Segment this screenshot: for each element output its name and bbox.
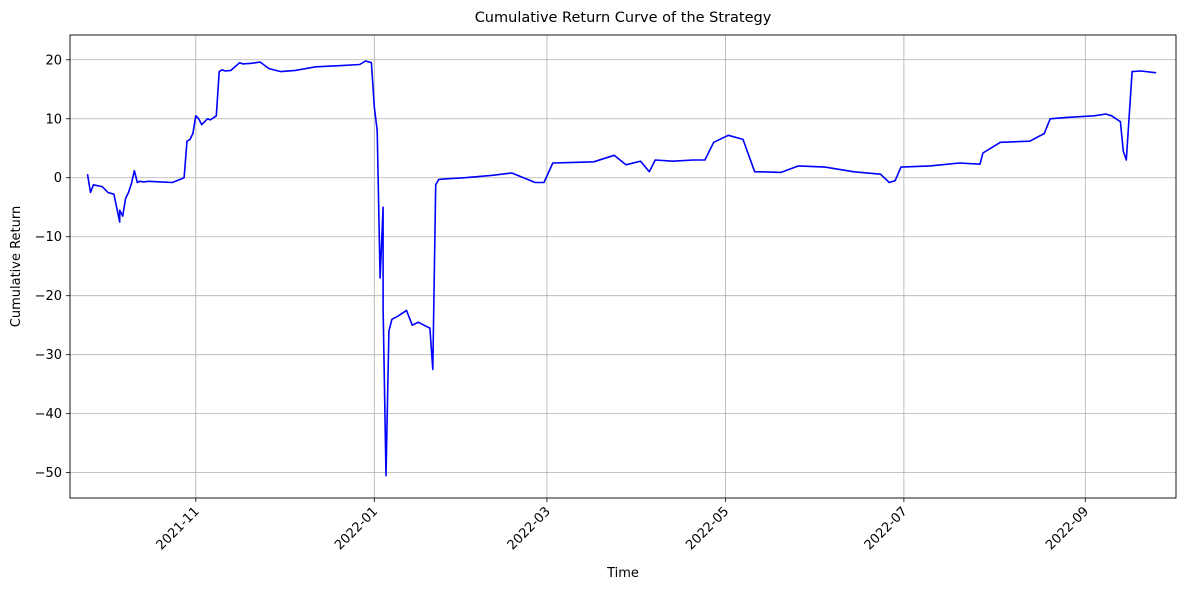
y-tick-label: −10 [35,230,62,245]
data-layer [86,60,1157,477]
grid-lines [70,35,1176,498]
y-tick-label: −50 [35,466,62,481]
y-tick-label: −40 [35,407,62,422]
x-tick-label: 2022-03 [505,504,554,553]
y-axis-label: Cumulative Return [9,206,24,327]
plot-frame [69,34,1177,499]
x-tick-label: 2022-01 [332,504,381,553]
x-axis-label: Time [606,566,639,581]
chart-title: Cumulative Return Curve of the Strategy [475,10,772,26]
x-tick-label: 2021-11 [154,504,203,553]
x-tick-label: 2022-07 [862,504,911,553]
y-tick-label: −20 [35,289,62,304]
x-tick-label: 2022-09 [1043,504,1092,553]
y-tick-label: 10 [45,112,62,127]
series-line-0 [86,60,1157,477]
x-tick-label: 2022-05 [683,504,732,553]
y-tick-label: −30 [35,348,62,363]
y-tick-label: 0 [54,171,62,186]
y-tick-label: 20 [45,53,62,68]
